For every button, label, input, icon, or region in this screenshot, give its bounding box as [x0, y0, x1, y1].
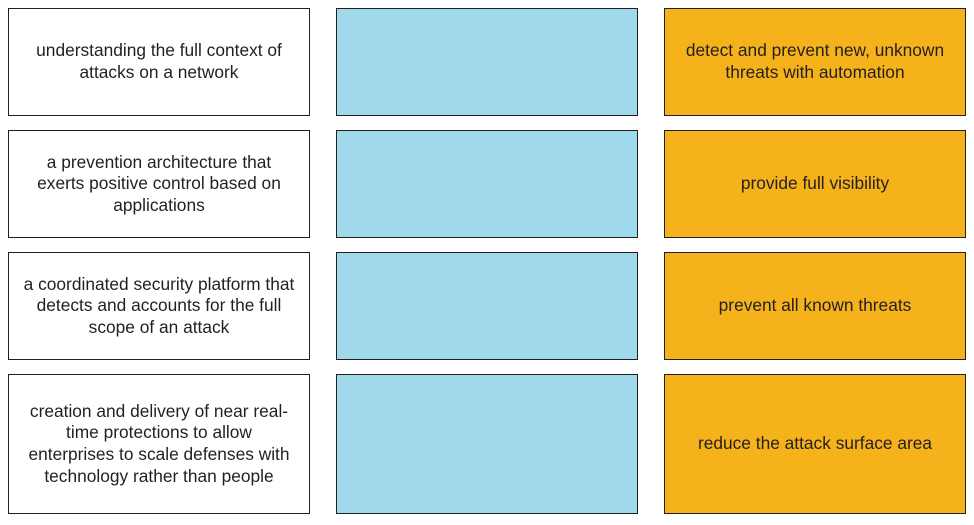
cell-right-row-4: reduce the attack surface area	[664, 374, 966, 514]
cell-left-row-2: a prevention architecture that exerts po…	[8, 130, 310, 238]
cell-middle-row-1	[336, 8, 638, 116]
cell-right-row-3: prevent all known threats	[664, 252, 966, 360]
cell-right-row-1: detect and prevent new, unknown threats …	[664, 8, 966, 116]
cell-right-row-2: provide full visibility	[664, 130, 966, 238]
cell-middle-row-2	[336, 130, 638, 238]
cell-middle-row-3	[336, 252, 638, 360]
cell-middle-row-4	[336, 374, 638, 514]
cell-left-row-1: understanding the full context of attack…	[8, 8, 310, 116]
cell-left-row-3: a coordinated security platform that det…	[8, 252, 310, 360]
cell-left-row-4: creation and delivery of near real-time …	[8, 374, 310, 514]
matching-grid: understanding the full context of attack…	[8, 8, 966, 514]
